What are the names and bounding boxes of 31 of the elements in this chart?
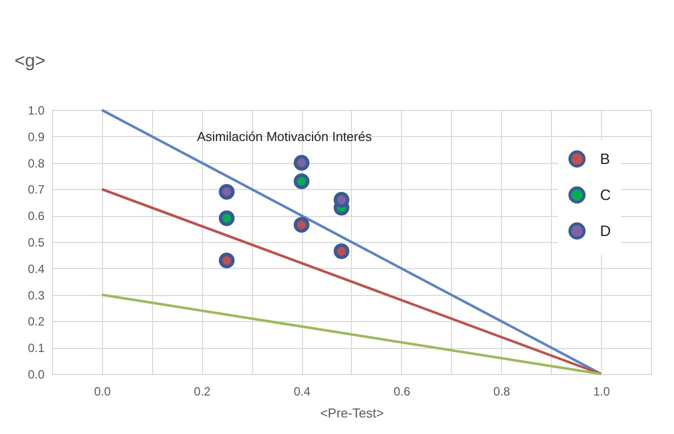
legend-label: D [600, 223, 611, 240]
y-tick-label: 0.3 [28, 288, 45, 302]
x-tick-label: 0.4 [294, 384, 311, 398]
legend-label: C [600, 187, 611, 204]
text: 1.0 [593, 384, 610, 398]
legend-label: B [600, 151, 610, 168]
text: 0.0 [28, 368, 44, 382]
point [294, 154, 310, 171]
y-tick-label: 0.9 [28, 130, 45, 144]
y-tick-label: 0.8 [28, 156, 45, 170]
x-tick-label: 0.8 [493, 384, 510, 398]
point [334, 192, 350, 208]
x-axis-title: <Pre-Test> [320, 406, 384, 420]
y-tick-label: 0.5 [28, 236, 45, 250]
y-tick-label: 0.2 [28, 314, 45, 329]
point [218, 210, 235, 226]
x-tick-label: 0.6 [394, 384, 411, 398]
y-tick-label: 0.1 [28, 341, 45, 356]
annotation: Asimilación Motivación Interés [197, 129, 372, 144]
y-tick-label: 0.4 [28, 262, 45, 276]
point [294, 216, 310, 233]
point [334, 243, 350, 260]
point [294, 173, 310, 190]
text: 1.0 [28, 104, 44, 118]
y-tick-label: 0.6 [28, 209, 45, 224]
y-axis-title: <g> [14, 50, 46, 70]
y-tick-label: 0.7 [28, 182, 45, 197]
x-tick-label: 0.2 [194, 384, 211, 398]
point [218, 184, 235, 200]
point [218, 252, 235, 268]
text: 0.0 [94, 384, 111, 398]
